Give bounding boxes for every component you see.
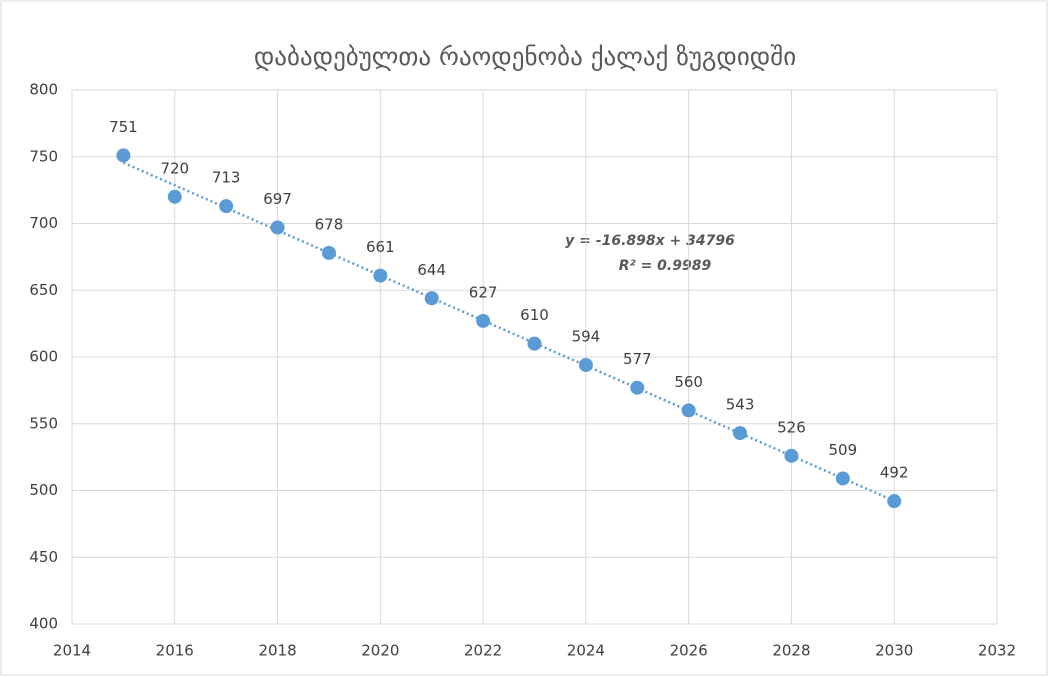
trendline (122, 161, 895, 503)
data-label: 594 (572, 328, 601, 346)
x-tick-label: 2016 (156, 642, 194, 660)
y-tick-label: 600 (29, 348, 58, 366)
chart-title: დაბადებულთა რაოდენობა ქალაქ ზუგდიდში (254, 42, 796, 71)
data-label: 697 (263, 190, 292, 208)
data-label: 713 (212, 169, 241, 187)
data-label: 543 (726, 396, 755, 414)
data-label: 661 (366, 238, 395, 256)
x-tick-label: 2032 (978, 642, 1016, 660)
point (784, 448, 799, 463)
y-tick-label: 700 (29, 214, 58, 232)
y-tick-label: 450 (29, 548, 58, 566)
y-tick-label: 400 (29, 615, 58, 633)
y-tick-label: 650 (29, 281, 58, 299)
data-label: 751 (109, 118, 138, 136)
data-label: 627 (469, 283, 498, 301)
data-label: 678 (315, 215, 344, 233)
point (219, 199, 234, 214)
x-tick-label: 2028 (772, 642, 810, 660)
point (116, 148, 131, 163)
data-label: 644 (417, 261, 446, 279)
point (578, 358, 593, 373)
x-tick-label: 2026 (670, 642, 708, 660)
point (835, 471, 850, 486)
point (321, 245, 336, 260)
x-tick-label: 2024 (567, 642, 605, 660)
data-label: 509 (829, 441, 858, 459)
trend-equation: y = -16.898x + 34796 (565, 233, 735, 249)
x-tick-label: 2018 (258, 642, 296, 660)
y-tick-label: 500 (29, 481, 58, 499)
point (270, 220, 285, 235)
y-tick-label: 800 (29, 81, 58, 99)
x-tick-label: 2020 (361, 642, 399, 660)
y-tick-label: 550 (29, 414, 58, 432)
x-tick-label: 2022 (464, 642, 502, 660)
point (887, 494, 902, 509)
data-label: 526 (777, 418, 806, 436)
trend-r-squared: R² = 0.9989 (619, 258, 712, 274)
y-tick-label: 750 (29, 147, 58, 165)
point (733, 426, 748, 441)
point (681, 403, 696, 418)
data-label: 720 (160, 159, 189, 177)
point (373, 268, 388, 283)
point (527, 336, 542, 351)
data-label: 560 (674, 373, 703, 391)
point (167, 189, 182, 204)
x-tick-label: 2030 (875, 642, 913, 660)
data-label: 492 (880, 464, 909, 482)
data-label: 577 (623, 350, 652, 368)
point (630, 380, 645, 395)
x-tick-label: 2014 (53, 642, 91, 660)
data-label: 610 (520, 306, 549, 324)
point (476, 313, 491, 328)
point (424, 291, 439, 306)
